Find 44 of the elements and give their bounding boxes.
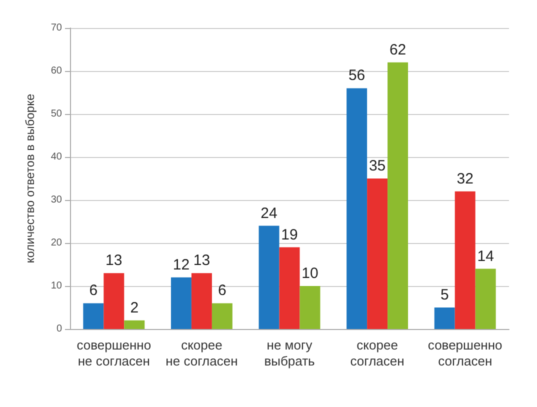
y-tick-label: 0 bbox=[56, 324, 62, 334]
y-tick-label: 70 bbox=[50, 22, 62, 34]
bar bbox=[124, 320, 145, 329]
y-tick-label: 40 bbox=[50, 152, 62, 162]
y-axis-title: количество ответов в выборке bbox=[23, 94, 37, 264]
data-label: 2 bbox=[130, 299, 139, 316]
x-tick-label: не могу выбрать bbox=[264, 338, 316, 368]
x-tick-label: скорее согласен bbox=[350, 338, 404, 368]
data-label: 35 bbox=[368, 158, 386, 174]
bar bbox=[104, 273, 124, 329]
data-label: 13 bbox=[106, 252, 122, 270]
y-tick-label: 10 bbox=[50, 280, 62, 292]
bar bbox=[454, 191, 476, 329]
bar bbox=[279, 247, 300, 329]
data-label: 19 bbox=[281, 226, 298, 244]
bar bbox=[388, 62, 408, 329]
x-tick-label: совершенно согласен bbox=[428, 338, 502, 368]
bar bbox=[434, 308, 455, 329]
x-tick-label: скорее не согласен bbox=[166, 338, 238, 368]
data-label: 32 bbox=[456, 170, 474, 188]
y-tick-label: 30 bbox=[50, 194, 62, 206]
data-label: 24 bbox=[260, 204, 278, 222]
y-tick-label: 60 bbox=[50, 66, 62, 76]
y-tick-label: 20 bbox=[50, 238, 62, 248]
bar bbox=[212, 303, 232, 329]
bar bbox=[300, 286, 320, 329]
bar bbox=[170, 277, 192, 329]
data-label: 14 bbox=[477, 248, 494, 265]
x-tick-label: совершенно не согласен bbox=[76, 338, 152, 368]
data-label: 10 bbox=[302, 265, 318, 282]
bar bbox=[475, 268, 496, 329]
data-label: 56 bbox=[348, 67, 366, 84]
data-label: 6 bbox=[218, 282, 226, 300]
data-label: 6 bbox=[89, 282, 98, 300]
bar bbox=[346, 88, 368, 329]
y-tick-label: 50 bbox=[50, 108, 62, 120]
bar bbox=[191, 273, 212, 329]
data-label: 13 bbox=[193, 252, 210, 270]
data-label: 5 bbox=[440, 286, 449, 304]
data-label: 12 bbox=[172, 256, 190, 274]
bar bbox=[83, 303, 104, 329]
bar bbox=[258, 226, 280, 329]
bar bbox=[367, 178, 388, 329]
data-label: 62 bbox=[389, 41, 406, 58]
